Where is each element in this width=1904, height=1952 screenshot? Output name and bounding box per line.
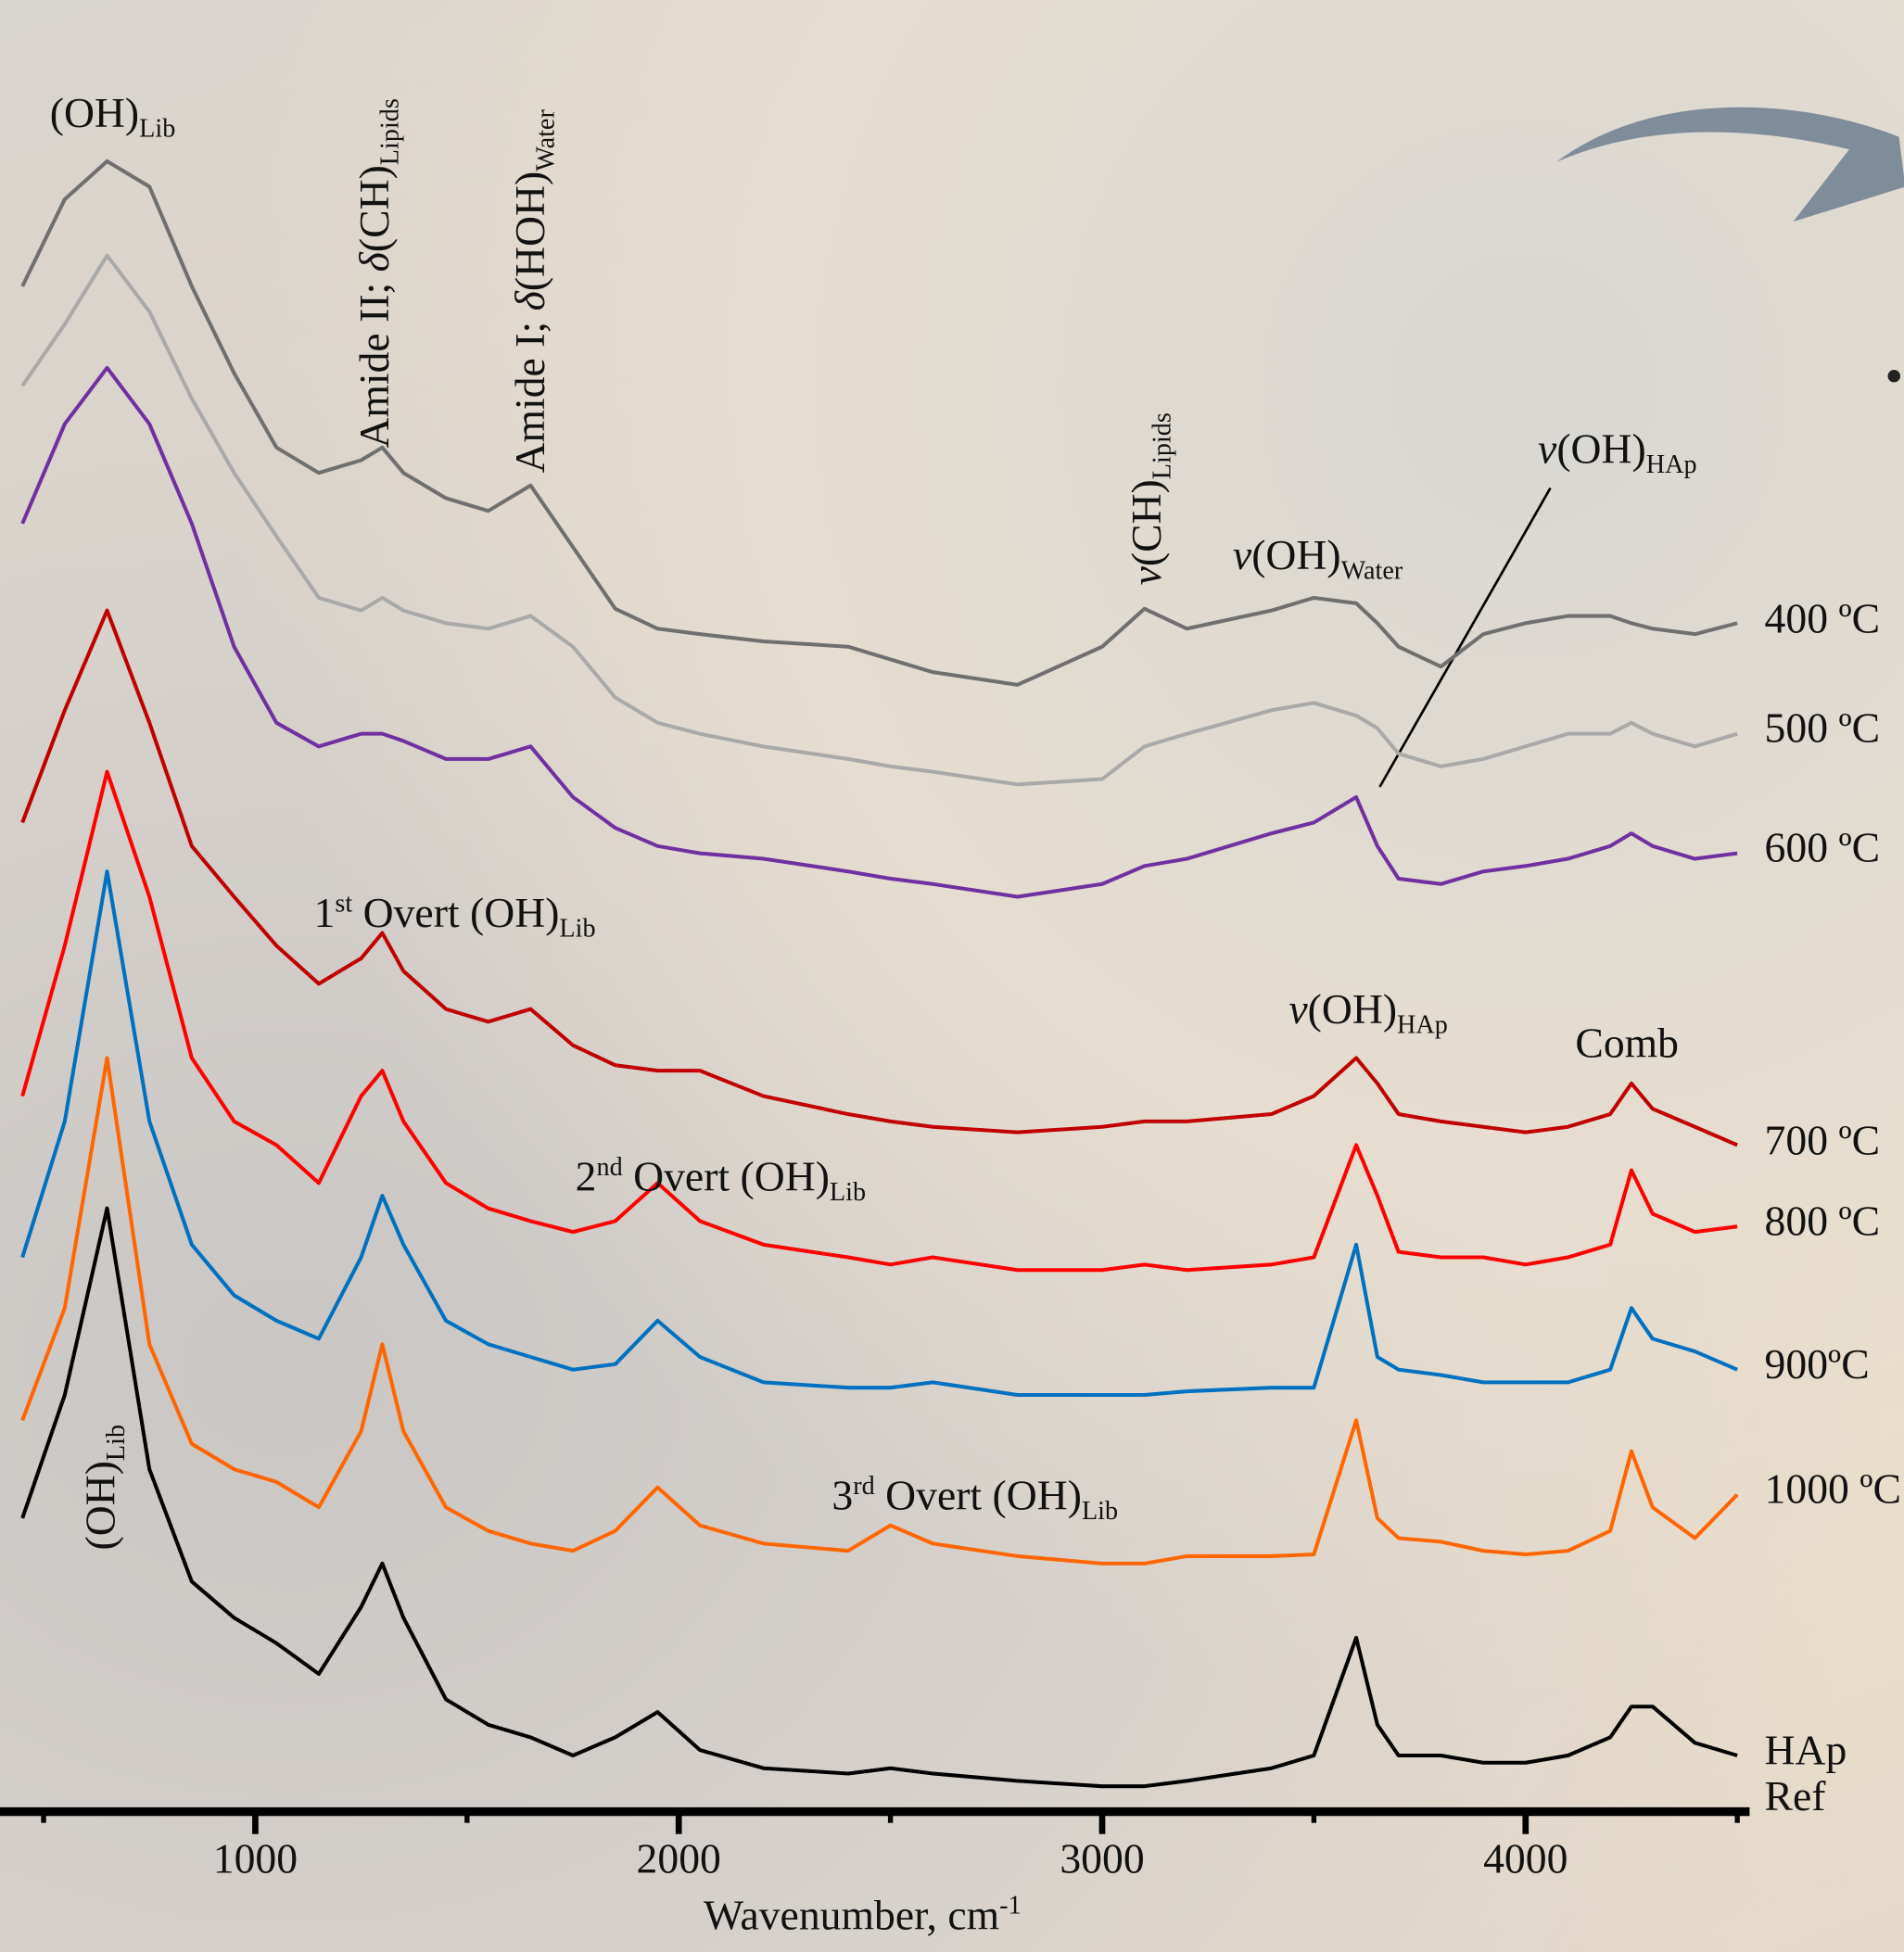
annotation: Amide II; δ(CH)Lipids: [352, 98, 405, 449]
text-part: v: [1232, 532, 1252, 579]
spectrum-line: [20, 1206, 1738, 1789]
text-part: Water: [529, 109, 561, 171]
text-part: Lib: [559, 912, 596, 944]
annotation: Comb: [1575, 1023, 1679, 1066]
spectrum-line: [20, 1056, 1739, 1565]
series-label: 600 ºC: [1764, 826, 1881, 872]
annotation: 3rd Overt (OH)Lib: [831, 1473, 1118, 1524]
text-part: Lib: [1081, 1495, 1119, 1526]
text-part: 1: [313, 890, 336, 937]
series-label: 800 ºC: [1764, 1198, 1881, 1246]
text-part: Overt (OH): [352, 890, 560, 937]
text-part: Lib: [829, 1176, 867, 1207]
text-part: st: [335, 887, 353, 919]
text-part: v: [1538, 426, 1557, 474]
spectrum-line: [20, 608, 1738, 1147]
annotation-leader: [1378, 487, 1552, 788]
text-part: Amide I;: [508, 311, 554, 474]
text-part: δ: [508, 291, 554, 311]
bullet-decoration: [1887, 369, 1900, 383]
series-label: 500 ºC: [1764, 706, 1881, 753]
annotation: 2nd Overt (OH)Lib: [576, 1154, 866, 1205]
text-part: Overt (OH): [622, 1154, 830, 1201]
spectrum-line: [20, 365, 1738, 899]
text-part: v: [1288, 987, 1308, 1033]
text-part: HAp: [1645, 449, 1697, 479]
series-label: 400 ºC: [1764, 595, 1881, 642]
series-label: 700 ºC: [1764, 1117, 1881, 1164]
annotation: v(CH)Lipids: [1124, 412, 1177, 586]
spectrum-line: [20, 253, 1738, 787]
text-part: 3: [831, 1473, 854, 1520]
text-part: Lipids: [1146, 412, 1177, 480]
annotation: Amide I; δ(HOH)Water: [508, 109, 561, 474]
x-tick-label: 4000: [1483, 1836, 1568, 1883]
text-part: Comb: [1575, 1020, 1680, 1068]
text-part: v: [1124, 566, 1171, 586]
annotation: 1st Overt (OH)Lib: [313, 887, 596, 944]
text-part: (OH): [1307, 987, 1398, 1033]
text-part: Lipids: [374, 98, 405, 166]
text-part: (CH): [1124, 479, 1171, 567]
series-label: HAp Ref: [1764, 1728, 1847, 1821]
text-part: (OH): [1251, 532, 1341, 579]
spectrum-line: [20, 158, 1738, 687]
spectrum-line: [20, 769, 1738, 1273]
text-part: Overt (OH): [874, 1473, 1082, 1520]
x-tick-label: 2000: [636, 1836, 721, 1883]
text-part: (OH): [78, 1461, 125, 1551]
text-part: (OH): [1556, 426, 1646, 474]
annotation: (OH)Lib: [49, 91, 176, 144]
series-label: 900ºC: [1764, 1342, 1870, 1388]
text-part: rd: [853, 1470, 875, 1501]
annotation: v(OH)HAp: [1538, 429, 1697, 477]
text-part: -1: [999, 1890, 1022, 1920]
text-part: Water: [1340, 554, 1403, 586]
text-part: HAp: [1397, 1009, 1448, 1040]
text-part: Amide II;: [352, 272, 399, 449]
x-axis-label: Wavenumber, cm-1: [703, 1890, 1022, 1940]
text-part: 2: [575, 1154, 597, 1201]
text-part: Wavenumber, cm: [703, 1893, 1000, 1940]
annotation: v(OH)Water: [1232, 532, 1403, 586]
text-part: Lib: [139, 112, 176, 144]
annotation: (OH)Lib: [78, 1424, 131, 1551]
text-part: Lib: [100, 1424, 131, 1462]
arrow-decoration: [1556, 107, 1904, 222]
text-part: δ: [352, 252, 399, 273]
text-part: (HOH): [508, 171, 554, 292]
text-part: nd: [596, 1151, 623, 1182]
text-part: (OH): [49, 91, 140, 137]
x-tick-label: 1000: [212, 1836, 298, 1883]
x-tick-label: 3000: [1060, 1836, 1145, 1883]
spectrum-line: [20, 869, 1738, 1397]
series-label: 1000 ºC: [1764, 1466, 1901, 1514]
text-part: (CH): [352, 165, 399, 253]
annotation: v(OH)HAp: [1288, 987, 1448, 1040]
